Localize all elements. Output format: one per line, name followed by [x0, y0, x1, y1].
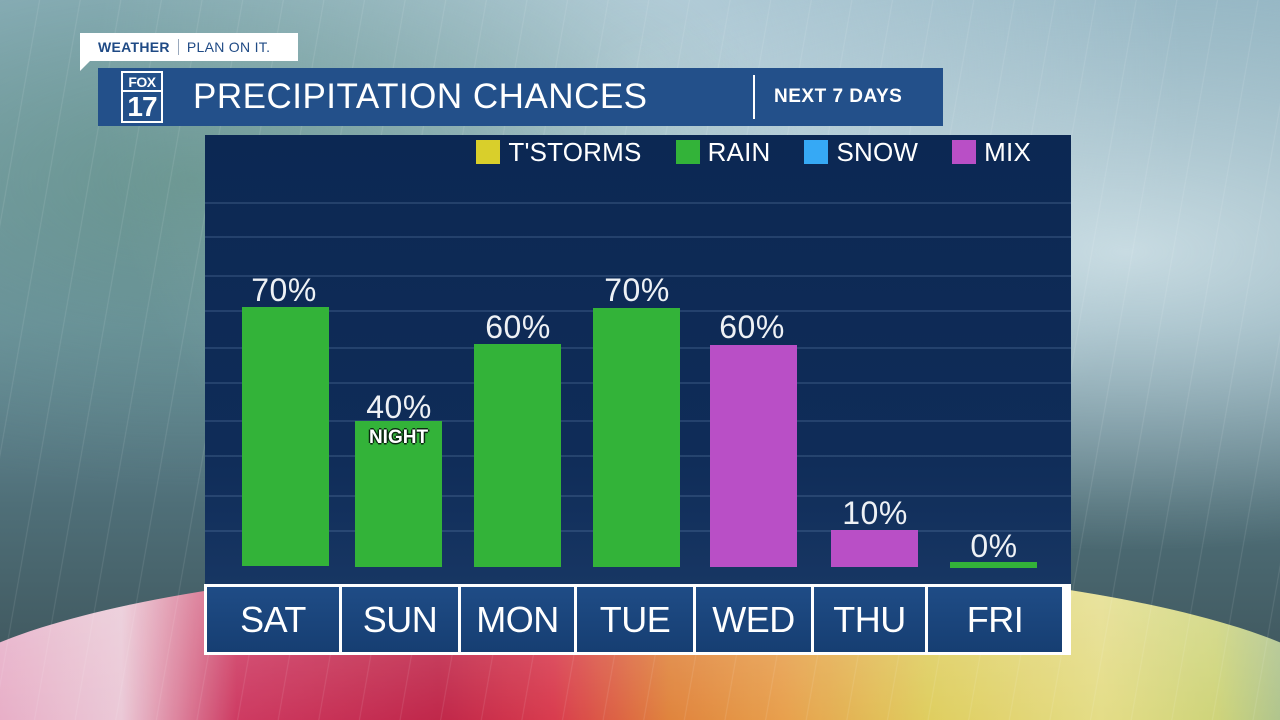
- bar-tue: [593, 308, 680, 567]
- snow-swatch-icon: [804, 140, 829, 164]
- fox17-logo-icon: FOX 17: [121, 71, 163, 123]
- brand-divider: [177, 39, 179, 55]
- gridline: [205, 236, 1071, 238]
- bar-value-label: 40%: [366, 389, 432, 425]
- bar-note-label: NIGHT: [368, 427, 429, 448]
- bar-value-label: 70%: [604, 272, 670, 308]
- title-divider: [753, 75, 755, 119]
- gridline: [205, 202, 1071, 204]
- bar-sat: [242, 307, 329, 566]
- legend-item-rain: RAIN: [675, 136, 771, 168]
- brand-slogan: PLAN ON IT.: [186, 39, 271, 55]
- day-label-sat: SAT: [207, 587, 339, 652]
- day-label-tue: TUE: [577, 587, 693, 652]
- chart-panel: T'STORMS RAIN SNOW MIX 70% 40% NIGHT 60%…: [205, 135, 1071, 585]
- bar-value-label: 10%: [842, 495, 908, 531]
- legend-label: RAIN: [707, 136, 771, 167]
- chart-legend: T'STORMS RAIN SNOW MIX: [476, 135, 1031, 169]
- title-bar: FOX 17 PRECIPITATION CHANCES NEXT 7 DAYS: [98, 68, 943, 126]
- page-subtitle: NEXT 7 DAYS: [774, 86, 903, 107]
- legend-item-tstorms: T'STORMS: [476, 137, 641, 168]
- day-label-mon: MON: [461, 587, 574, 652]
- logo-number-text: 17: [127, 91, 157, 122]
- tstorms-swatch-icon: [476, 140, 501, 164]
- day-label-wed: WED: [696, 587, 811, 652]
- legend-label: SNOW: [836, 136, 919, 167]
- legend-item-snow: SNOW: [804, 137, 918, 168]
- day-label-sun: SUN: [342, 587, 458, 652]
- legend-item-mix: MIX: [952, 137, 1031, 168]
- brand-weather-label: WEATHER: [98, 39, 170, 55]
- bar-sun: [355, 421, 442, 567]
- mix-swatch-icon: [952, 140, 977, 164]
- day-label-fri: FRI: [928, 587, 1062, 652]
- speech-tail-icon: [80, 61, 90, 71]
- bar-value-label: 60%: [485, 309, 551, 345]
- legend-label: T'STORMS: [508, 136, 642, 167]
- day-axis: SAT SUN MON TUE WED THU FRI: [204, 584, 1071, 655]
- logo-fox-text: FOX: [123, 73, 161, 92]
- day-label-thu: THU: [814, 587, 925, 652]
- page-title: PRECIPITATION CHANCES: [193, 77, 648, 116]
- legend-label: MIX: [984, 136, 1031, 167]
- bar-thu: [831, 530, 918, 567]
- bar-value-label: 70%: [251, 272, 317, 308]
- gridline: [205, 275, 1071, 277]
- bar-mon: [474, 344, 561, 567]
- bar-value-label: 60%: [719, 309, 785, 345]
- bar-wed: [710, 345, 797, 567]
- rain-swatch-icon: [675, 140, 700, 164]
- brand-tag: WEATHER PLAN ON IT.: [80, 33, 298, 71]
- bar-value-label: 0%: [970, 528, 1018, 564]
- bar-fri: [950, 562, 1037, 568]
